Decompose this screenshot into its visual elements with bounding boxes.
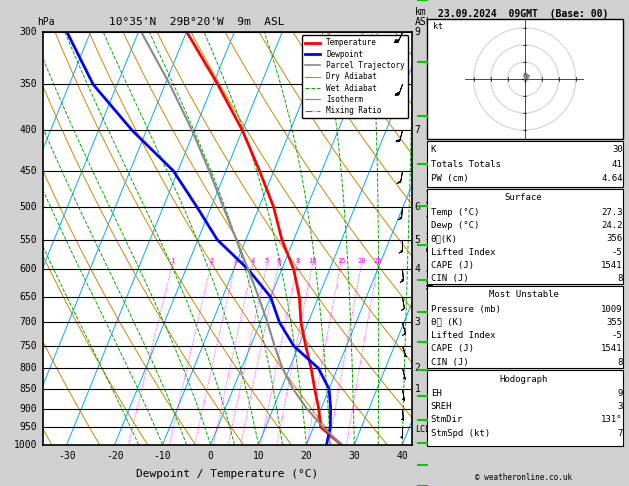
Text: 8: 8: [296, 258, 300, 263]
Text: 300: 300: [19, 27, 37, 36]
Text: 1541: 1541: [601, 261, 623, 270]
Text: 8: 8: [617, 274, 623, 283]
Text: StmDir: StmDir: [431, 416, 463, 424]
Text: 9: 9: [617, 389, 623, 398]
Text: 20: 20: [301, 451, 312, 461]
Text: Mixing Ratio (g/kg): Mixing Ratio (g/kg): [426, 187, 436, 289]
Text: 2: 2: [415, 363, 421, 373]
Text: -30: -30: [58, 451, 75, 461]
Text: 1: 1: [170, 258, 175, 263]
Text: 0: 0: [208, 451, 213, 461]
Text: K: K: [431, 145, 436, 154]
Text: 355: 355: [606, 318, 623, 327]
Text: 10°35'N  29B°20'W  9m  ASL: 10°35'N 29B°20'W 9m ASL: [109, 17, 285, 27]
Text: 10: 10: [253, 451, 264, 461]
Text: 3: 3: [415, 317, 421, 327]
Text: 356: 356: [606, 234, 623, 243]
Text: Hodograph: Hodograph: [499, 375, 548, 383]
Bar: [426, 141, 623, 187]
Text: 350: 350: [19, 80, 37, 89]
Text: CAPE (J): CAPE (J): [431, 261, 474, 270]
Text: CIN (J): CIN (J): [431, 274, 469, 283]
Text: 6: 6: [277, 258, 281, 263]
Bar: [426, 286, 623, 368]
Text: 27.3: 27.3: [601, 208, 623, 217]
Text: Lifted Index: Lifted Index: [431, 331, 495, 340]
Text: CIN (J): CIN (J): [431, 358, 469, 366]
Text: 600: 600: [19, 264, 37, 275]
Text: kt: kt: [433, 22, 443, 31]
Text: 3: 3: [233, 258, 238, 263]
Text: 6: 6: [415, 202, 421, 212]
Text: 4: 4: [251, 258, 255, 263]
Text: Totals Totals: Totals Totals: [431, 160, 501, 169]
Text: 30: 30: [612, 145, 623, 154]
Text: 15: 15: [337, 258, 345, 263]
Text: 3: 3: [617, 402, 623, 411]
Text: CAPE (J): CAPE (J): [431, 345, 474, 353]
Text: 750: 750: [19, 341, 37, 351]
Text: 4: 4: [415, 264, 421, 275]
Text: Surface: Surface: [504, 193, 542, 202]
Text: 450: 450: [19, 166, 37, 176]
Text: -10: -10: [154, 451, 172, 461]
Text: 5: 5: [265, 258, 269, 263]
FancyBboxPatch shape: [426, 19, 623, 139]
Text: 7: 7: [617, 429, 623, 438]
Legend: Temperature, Dewpoint, Parcel Trajectory, Dry Adiabat, Wet Adiabat, Isotherm, Mi: Temperature, Dewpoint, Parcel Trajectory…: [302, 35, 408, 118]
Text: 7: 7: [415, 125, 421, 135]
Text: 24.2: 24.2: [601, 221, 623, 230]
Text: 1541: 1541: [601, 345, 623, 353]
Text: Dewpoint / Temperature (°C): Dewpoint / Temperature (°C): [136, 469, 318, 480]
Text: 23.09.2024  09GMT  (Base: 00): 23.09.2024 09GMT (Base: 00): [438, 9, 609, 19]
Text: 8: 8: [617, 358, 623, 366]
Text: 30: 30: [348, 451, 360, 461]
Text: 2: 2: [209, 258, 213, 263]
Text: 700: 700: [19, 317, 37, 327]
Text: LCL: LCL: [415, 425, 430, 434]
Text: 1: 1: [415, 384, 421, 394]
Text: Temp (°C): Temp (°C): [431, 208, 479, 217]
Text: hPa: hPa: [37, 17, 55, 27]
Text: 400: 400: [19, 125, 37, 135]
Text: -5: -5: [612, 248, 623, 257]
Text: EH: EH: [431, 389, 442, 398]
Text: 4.64: 4.64: [601, 174, 623, 183]
Text: 25: 25: [374, 258, 382, 263]
Text: 10: 10: [308, 258, 317, 263]
Text: 5: 5: [415, 235, 421, 244]
Text: 1009: 1009: [601, 305, 623, 313]
Text: Pressure (mb): Pressure (mb): [431, 305, 501, 313]
Text: © weatheronline.co.uk: © weatheronline.co.uk: [475, 473, 572, 482]
Text: 900: 900: [19, 403, 37, 414]
Text: 800: 800: [19, 363, 37, 373]
Text: 500: 500: [19, 202, 37, 212]
Text: 850: 850: [19, 384, 37, 394]
Text: 550: 550: [19, 235, 37, 244]
Text: 41: 41: [612, 160, 623, 169]
Bar: [426, 189, 623, 284]
Text: 9: 9: [415, 27, 421, 36]
Text: 950: 950: [19, 422, 37, 432]
Text: Lifted Index: Lifted Index: [431, 248, 495, 257]
Text: θᴇ(K): θᴇ(K): [431, 234, 458, 243]
Text: km
ASL: km ASL: [415, 7, 432, 27]
Text: Dewp (°C): Dewp (°C): [431, 221, 479, 230]
Text: PW (cm): PW (cm): [431, 174, 469, 183]
Text: -20: -20: [106, 451, 123, 461]
Text: 650: 650: [19, 292, 37, 302]
Text: θᴇ (K): θᴇ (K): [431, 318, 463, 327]
Text: SREH: SREH: [431, 402, 452, 411]
Text: 20: 20: [357, 258, 366, 263]
Text: 131°: 131°: [601, 416, 623, 424]
Text: 1000: 1000: [14, 440, 37, 450]
Text: -5: -5: [612, 331, 623, 340]
Bar: [426, 370, 623, 446]
Text: Most Unstable: Most Unstable: [489, 290, 559, 299]
Text: StmSpd (kt): StmSpd (kt): [431, 429, 490, 438]
Text: 40: 40: [396, 451, 408, 461]
